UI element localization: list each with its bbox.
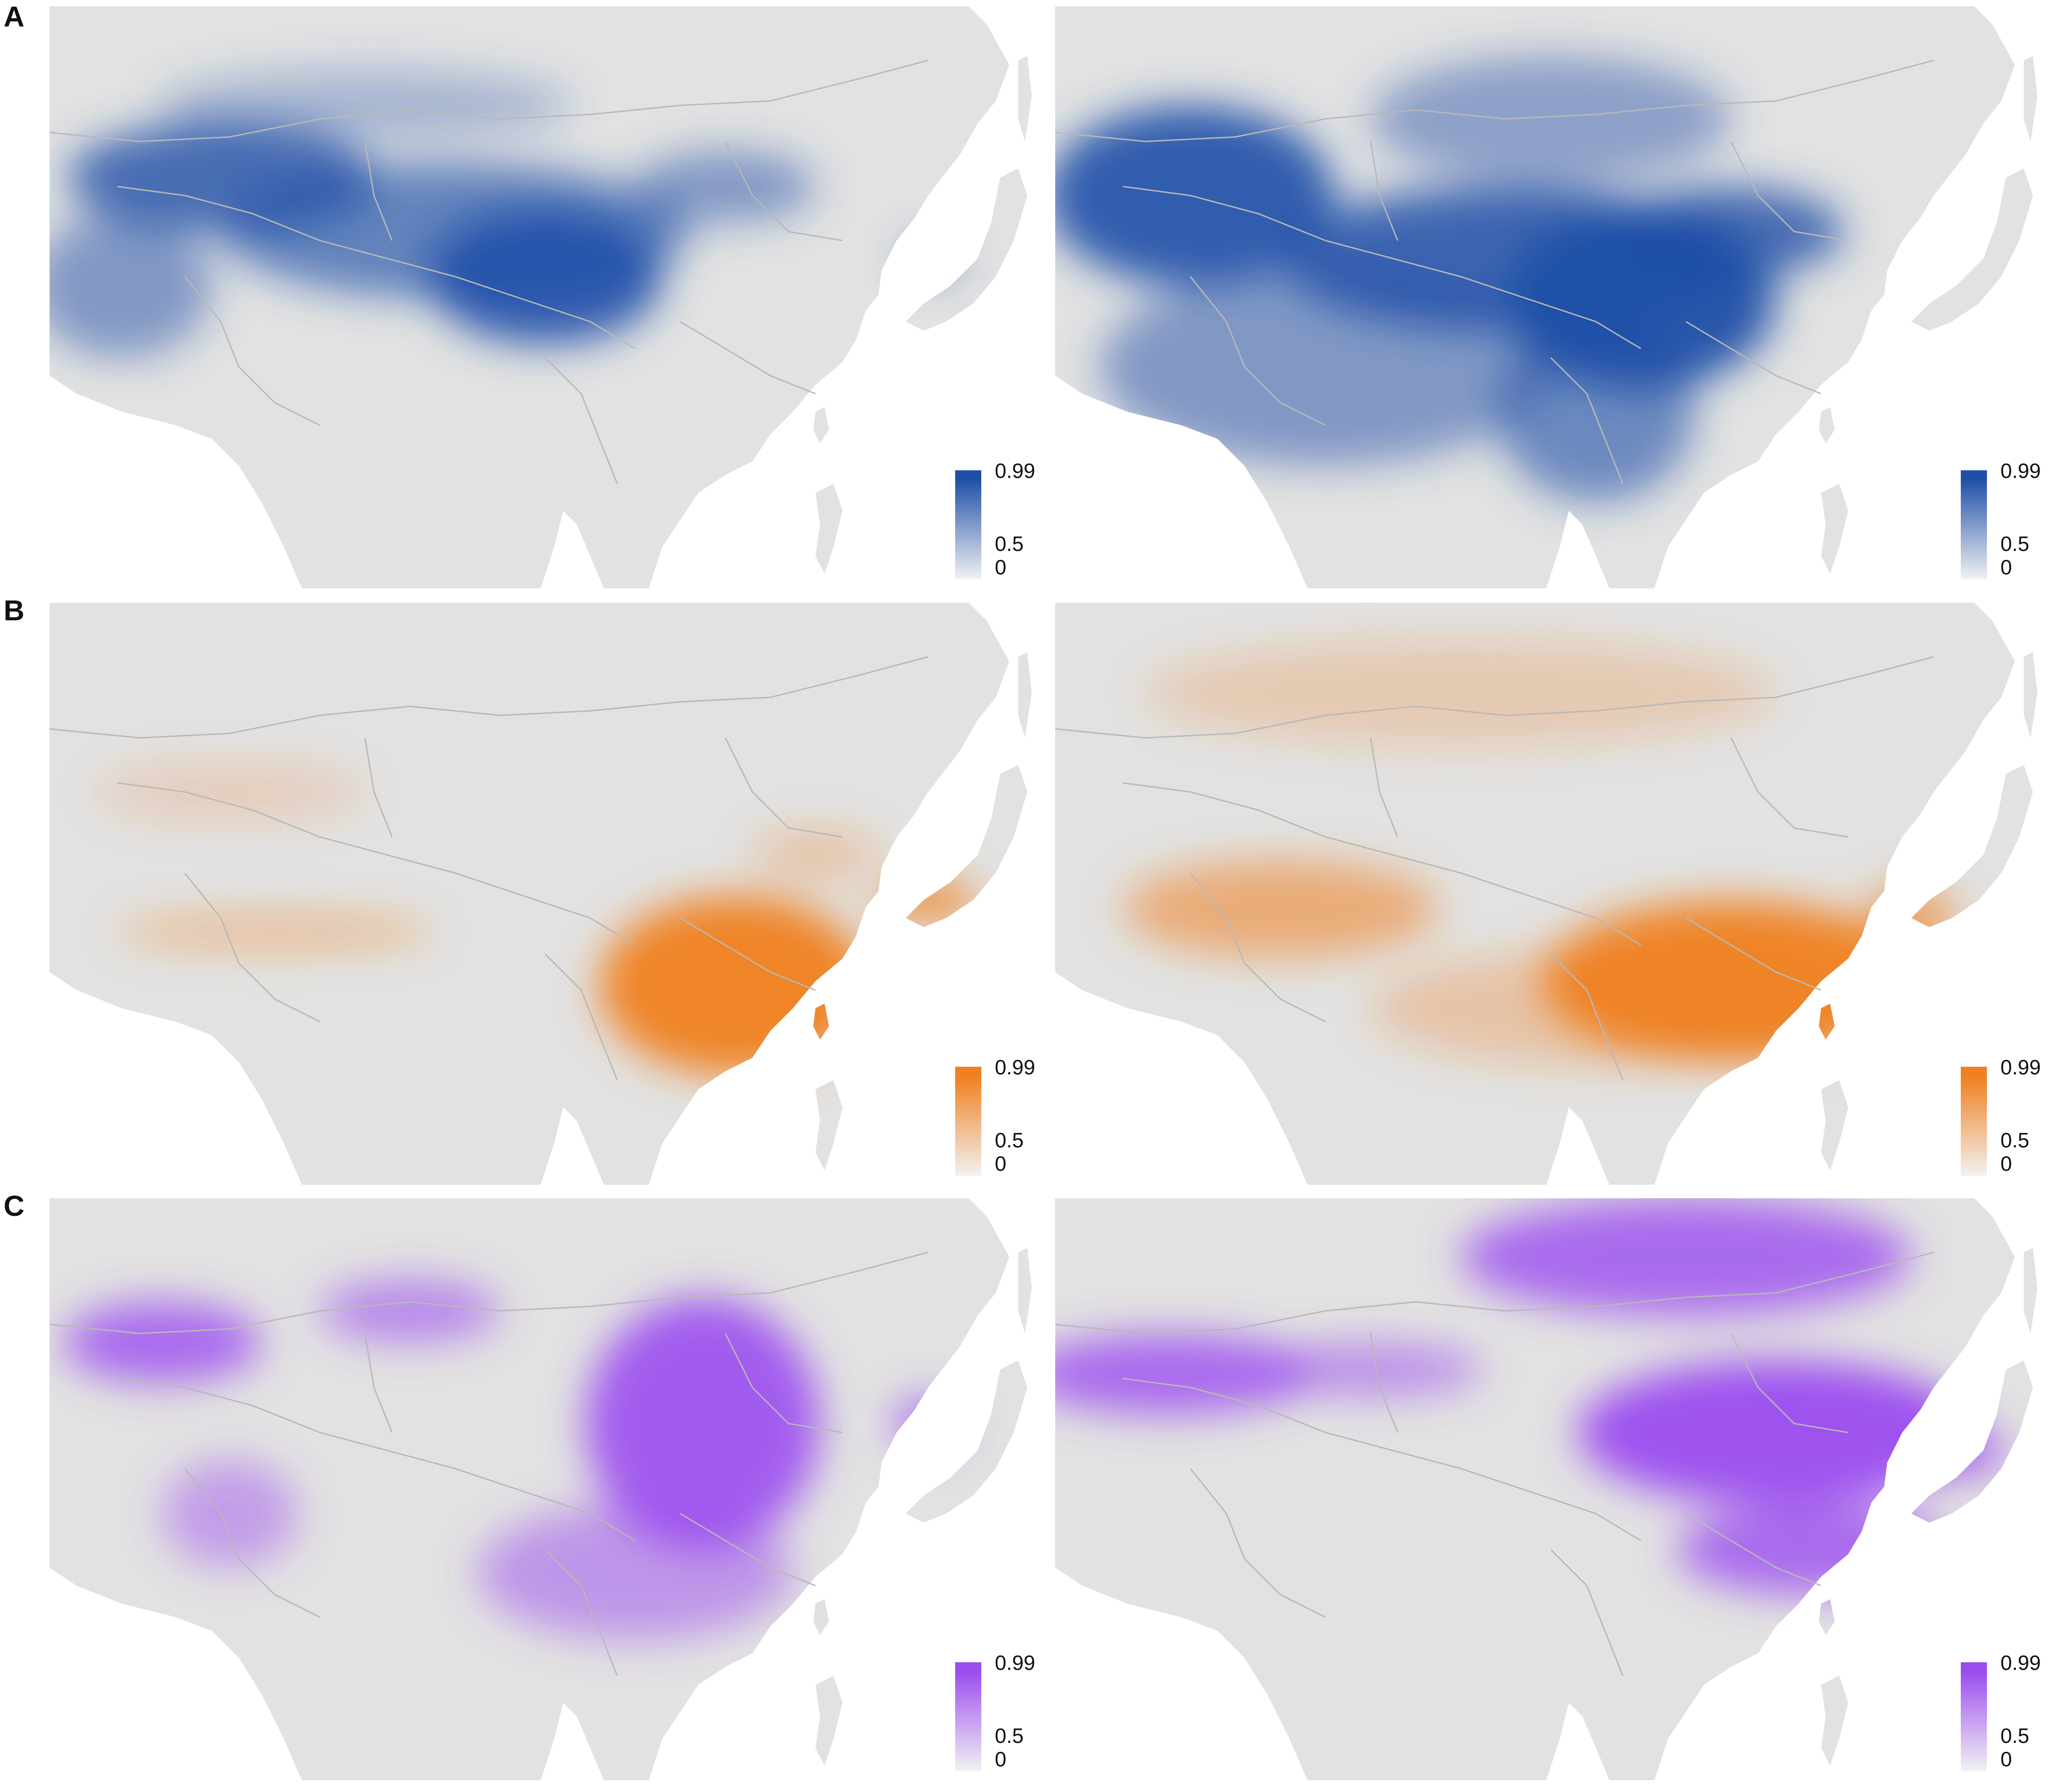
probability-map	[1055, 603, 2037, 1185]
legend-tick-min: 0	[2000, 1152, 2012, 1175]
legend-tick-mid: 0.5	[995, 532, 1024, 555]
map-panel-b-2: 0.99 0.5 0	[1055, 603, 2041, 1185]
probability-map	[1055, 1198, 2037, 1780]
row-label-c: C	[4, 1190, 25, 1222]
row-label-b: B	[4, 594, 25, 627]
legend-tick-max: 0.99	[995, 1651, 1035, 1674]
country-borders	[50, 59, 929, 484]
legend-gradient-bar	[955, 1662, 981, 1771]
suitability-heat	[50, 69, 960, 358]
probability-map	[50, 6, 1032, 588]
legend-tick-min: 0	[995, 1747, 1007, 1771]
map-panel-b-1: 0.99 0.5 0	[50, 603, 1035, 1185]
country-borders	[1055, 59, 1934, 484]
legend-tick-mid: 0.5	[995, 1724, 1024, 1747]
legend-tick-mid: 0.5	[2000, 1724, 2029, 1747]
legend-tick-min: 0	[2000, 1747, 2012, 1771]
legend-gradient-bar	[955, 1067, 981, 1176]
legend-gradient-bar	[955, 470, 981, 579]
legend-tick-mid: 0.5	[2000, 1128, 2029, 1152]
country-borders	[1055, 656, 1934, 1081]
legend-tick-max: 0.99	[2000, 1055, 2041, 1079]
land-mass	[50, 603, 1032, 1185]
probability-map	[1055, 6, 2037, 588]
probability-map	[50, 603, 1032, 1185]
legend-gradient-bar	[1961, 1067, 1987, 1176]
land-mass	[1055, 603, 2037, 1185]
legend-tick-max: 0.99	[2000, 1651, 2041, 1674]
legend-tick-mid: 0.5	[2000, 532, 2029, 555]
legend-tick-mid: 0.5	[995, 1128, 1024, 1152]
map-panel-a-1: 0.99 0.5 0	[50, 6, 1035, 588]
legend-tick-max: 0.99	[995, 459, 1035, 482]
legend-tick-min: 0	[2000, 555, 2012, 579]
map-panel-a-2: 0.99 0.5 0	[1055, 6, 2041, 588]
legend-gradient-bar	[1961, 1662, 1987, 1771]
legend-tick-min: 0	[995, 555, 1007, 579]
country-borders	[1055, 1251, 1934, 1676]
row-label-a: A	[4, 0, 25, 33]
probability-map	[50, 1198, 1032, 1780]
legend-tick-min: 0	[995, 1152, 1007, 1175]
map-panel-c-2: 0.99 0.5 0	[1055, 1198, 2041, 1780]
map-panel-c-1: 0.99 0.5 0	[50, 1198, 1035, 1780]
legend-gradient-bar	[1961, 470, 1987, 579]
country-borders	[50, 1251, 929, 1676]
country-borders	[50, 656, 929, 1081]
legend-tick-max: 0.99	[995, 1055, 1035, 1079]
legend-tick-max: 0.99	[2000, 459, 2041, 482]
